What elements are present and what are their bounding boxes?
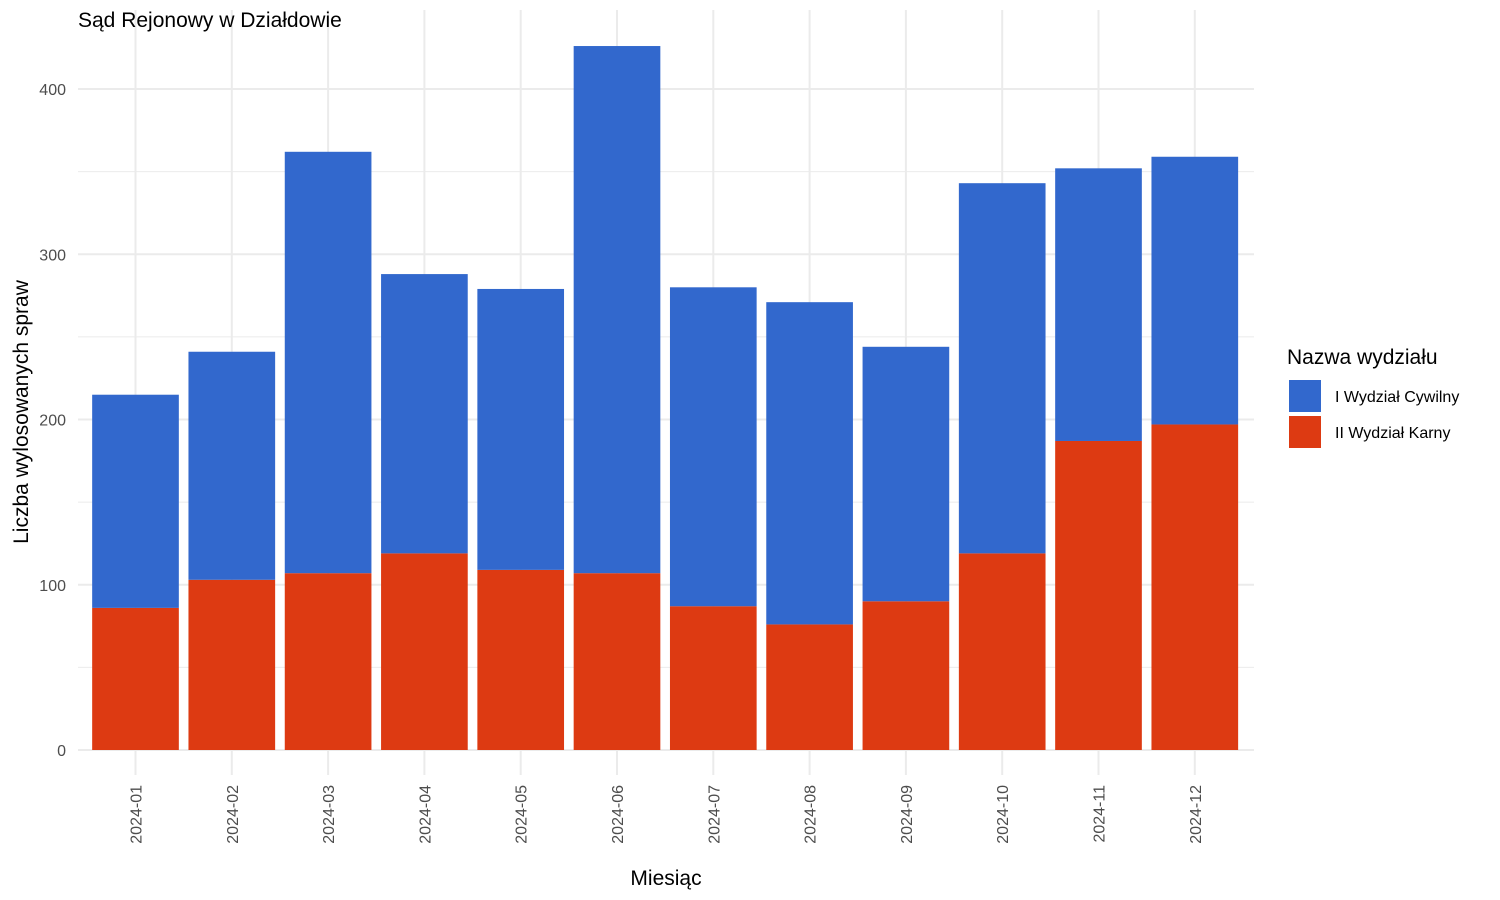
bar-segment [1055,168,1142,441]
y-axis-title: Liczba wylosowanych spraw [10,279,33,544]
bar-segment [477,569,565,750]
x-tick-label: 2024-01 [129,785,146,844]
bar-segment [573,573,661,750]
bar-segment [862,346,950,602]
y-tick-label: 200 [39,413,66,430]
bar-segment [573,46,661,574]
bar-segment [477,288,565,570]
legend-swatch [1289,416,1321,448]
bar-segment [381,553,468,750]
legend-label: I Wydział Cywilny [1335,389,1459,406]
x-tick-label: 2024-08 [803,785,820,844]
legend-swatch [1289,380,1321,412]
x-tick-label: 2024-05 [514,785,531,844]
legend-title: Nazwa wydziału [1287,346,1438,369]
bar-segment [92,394,179,608]
bar-segment [1151,156,1239,425]
x-axis-title: Miesiąc [630,867,701,890]
bar-segment [766,624,853,750]
legend-label: II Wydział Karny [1335,425,1450,442]
bar-segment [1151,424,1239,750]
bar-segment [284,573,372,750]
y-tick-label: 400 [39,82,66,99]
bar-segment [958,183,1046,554]
bar-segment [669,606,757,750]
x-axis-ticks: 2024-01 2024-02 2024-03 2024-04 2024-05 2024-… [129,785,1205,844]
x-tick-label: 2024-06 [610,785,627,844]
x-tick-label: 2024-02 [225,785,242,844]
bar-segment [669,287,757,607]
bar-segment [92,607,179,750]
y-axis-ticks: 0 100 200 300 400 [39,82,66,760]
legend-items: I Wydział Cywilny II Wydział Karny [1289,380,1459,448]
bar-segment [284,151,372,574]
bars [92,46,1239,750]
bar-segment [862,601,950,750]
bar-segment [1055,440,1142,750]
y-tick-label: 300 [39,247,66,264]
x-tick-label: 2024-03 [321,785,338,844]
x-tick-label: 2024-04 [417,785,434,844]
bar-segment [188,351,276,580]
x-tick-label: 2024-10 [995,785,1012,844]
y-tick-label: 100 [39,578,66,595]
bar-segment [381,274,468,554]
x-tick-label: 2024-12 [1188,785,1205,844]
bar-segment [188,579,276,750]
x-tick-label: 2024-07 [706,785,723,844]
chart-title: Sąd Rejonowy w Działdowie [78,9,342,32]
bar-segment [766,302,853,625]
legend: Nazwa wydziału I Wydział Cywilny II Wydzi… [1287,346,1459,448]
y-tick-label: 0 [57,743,66,760]
bar-segment [958,553,1046,750]
x-tick-label: 2024-09 [899,785,916,844]
x-tick-label: 2024-11 [1092,785,1109,843]
